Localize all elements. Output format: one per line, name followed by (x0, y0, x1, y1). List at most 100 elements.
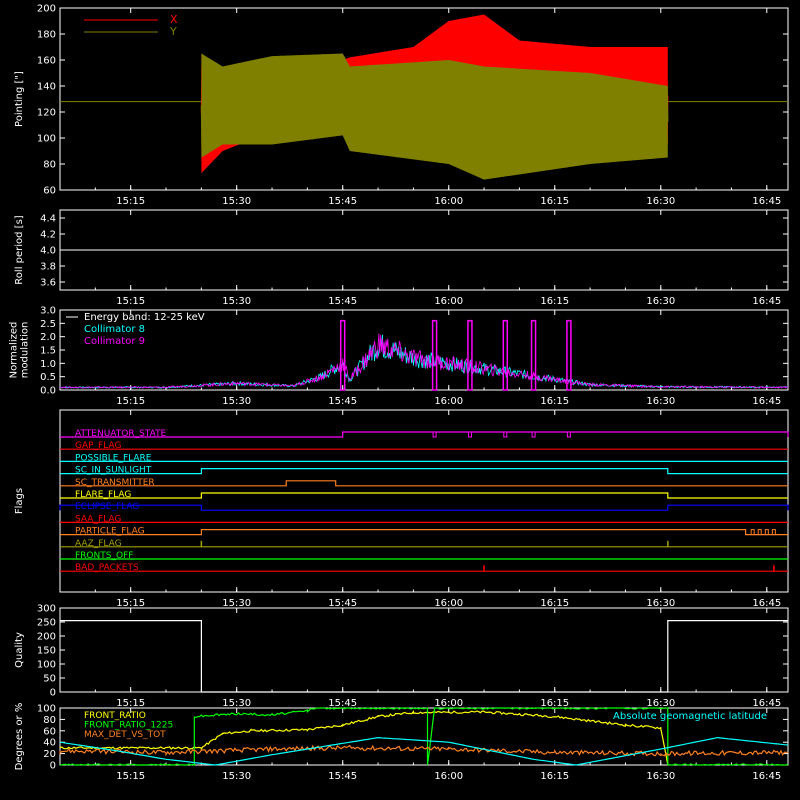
y-tick-label: 140 (37, 82, 56, 93)
legend-label: Y (169, 25, 177, 38)
x-tick-label: 16:45 (752, 296, 781, 307)
flag-dip (432, 431, 437, 438)
x-tick-label: 16:00 (434, 771, 463, 782)
flag-dip (750, 529, 755, 536)
legend-label: FRONT_RATIO (84, 711, 146, 721)
plot-frame (59, 7, 789, 191)
modulation-series-9 (59, 333, 789, 389)
pointing-panel: 15:15 15:30 15:45 16:00 16:15 16:30 16:45 Point… (14, 4, 789, 207)
flag-dip (771, 529, 776, 536)
y-tick-label: 4.2 (40, 230, 56, 241)
x-tick-label: 15:15 (116, 396, 145, 407)
x-tick-label: 16:45 (752, 196, 781, 207)
x-tick-label: 16:30 (646, 296, 675, 307)
y-tick-label: 80 (43, 715, 56, 726)
y-axis-label: Degrees or % (14, 703, 25, 771)
y-tick-label: 50 (43, 674, 56, 685)
flag-label: POSSIBLE_FLARE (75, 453, 152, 463)
y-tick-label: 4.4 (40, 214, 56, 225)
modulation-spike (502, 319, 509, 391)
plot-frame (59, 409, 789, 593)
ratio-series-2 (59, 744, 789, 757)
x-tick-label: 15:30 (222, 771, 251, 782)
y-tick-label: 100 (37, 704, 56, 715)
x-tick-label: 15:30 (222, 396, 251, 407)
x-tick-label: 15:15 (116, 598, 145, 609)
ratio-series-3 (59, 736, 789, 766)
legend-label: Collimator 8 (84, 324, 145, 335)
x-tick-label: 16:15 (540, 296, 569, 307)
y-tick-label: 120 (37, 108, 56, 119)
flag-trace (60, 480, 788, 487)
flags-panel: 15:15 15:30 15:45 16:00 16:15 16:30 16:45 Flags… (14, 409, 789, 609)
y-axis-label: Roll period [s] (14, 215, 25, 284)
y-axis-label: Flags (14, 488, 25, 514)
flag-trace (60, 431, 789, 438)
x-tick-label: 16:30 (646, 698, 675, 709)
x-tick-label: 16:45 (752, 698, 781, 709)
y-tick-label: 160 (37, 56, 56, 67)
x-tick-label: 15:45 (328, 698, 357, 709)
flag-label: ECLIPSE_FLAG (75, 502, 139, 512)
x-tick-label: 16:45 (752, 396, 781, 407)
y-tick-label: 3.6 (40, 278, 56, 289)
y-tick-label: 180 (37, 30, 56, 41)
x-tick-label: 16:15 (540, 598, 569, 609)
quality-panel: 15:15 15:30 15:45 16:00 16:15 16:30 16:45 Quali… (14, 604, 789, 709)
y-tick-label: 40 (43, 738, 56, 749)
ratio-series-0 (59, 709, 669, 766)
x-tick-label: 15:15 (116, 698, 145, 709)
flag-label: FRONTS_OFF (75, 551, 133, 561)
y-tick-label: 100 (37, 134, 56, 145)
y-tick-label: 0.5 (40, 372, 56, 383)
ratio-series-1 (60, 707, 789, 766)
x-tick-label: 16:00 (434, 396, 463, 407)
y-tick-label: 0 (50, 761, 56, 772)
flag-label: SC_IN_SUNLIGHT (75, 466, 152, 476)
x-tick-label: 16:00 (434, 698, 463, 709)
flag-label: AAZ_FLAG (75, 539, 122, 549)
y-tick-label: 1.5 (40, 346, 56, 357)
modulation-spike (566, 319, 572, 391)
y-axis-label: Quality (14, 632, 25, 668)
x-tick-label: 15:30 (222, 698, 251, 709)
legend-label: Collimator 9 (84, 336, 145, 347)
y-tick-label: 200 (37, 4, 56, 15)
x-tick-label: 16:30 (646, 598, 675, 609)
x-tick-label: 16:15 (540, 196, 569, 207)
x-tick-label: 16:00 (434, 196, 463, 207)
annotation: Absolute geomagnetic latitude (613, 711, 767, 722)
x-tick-label: 16:15 (540, 698, 569, 709)
quality-line (60, 620, 788, 693)
y-tick-label: 60 (43, 186, 56, 197)
flag-dip (757, 529, 762, 536)
legend-title: Energy band: 12-25 keV (84, 312, 205, 323)
legend-label: MAX_DET_VS_TOT (84, 730, 166, 740)
y-tick-label: 250 (37, 618, 56, 629)
modulation-spike (530, 319, 537, 391)
y-axis-label: Normalized (9, 322, 20, 379)
x-tick-label: 16:15 (540, 771, 569, 782)
y-tick-label: 4.0 (40, 246, 56, 257)
y-tick-label: 0 (50, 688, 56, 699)
y-tick-label: 2.5 (40, 319, 56, 330)
modulation-spike (431, 319, 438, 391)
y-tick-label: 3.0 (40, 306, 56, 317)
y-tick-label: 100 (37, 660, 56, 671)
flag-dip (566, 431, 571, 438)
x-tick-label: 15:30 (222, 598, 251, 609)
flag-trace (60, 492, 788, 499)
x-tick-label: 16:30 (646, 771, 675, 782)
x-tick-label: 15:30 (222, 296, 251, 307)
y-axis-label: modulation (20, 322, 31, 379)
legend-label: FRONT_RATIO_1225 (84, 721, 173, 731)
modulation-spike (339, 319, 346, 391)
flag-dip (503, 431, 508, 438)
ratios-panel: 15:15 15:30 15:45 16:00 16:15 16:30 16:45 Degre… (14, 703, 789, 782)
x-tick-label: 15:45 (328, 598, 357, 609)
flag-dip (531, 431, 536, 438)
x-tick-label: 15:15 (116, 771, 145, 782)
flag-label: SC_TRANSMITTER (75, 478, 155, 488)
y-tick-label: 200 (37, 632, 56, 643)
y-tick-label: 2.0 (40, 332, 56, 343)
